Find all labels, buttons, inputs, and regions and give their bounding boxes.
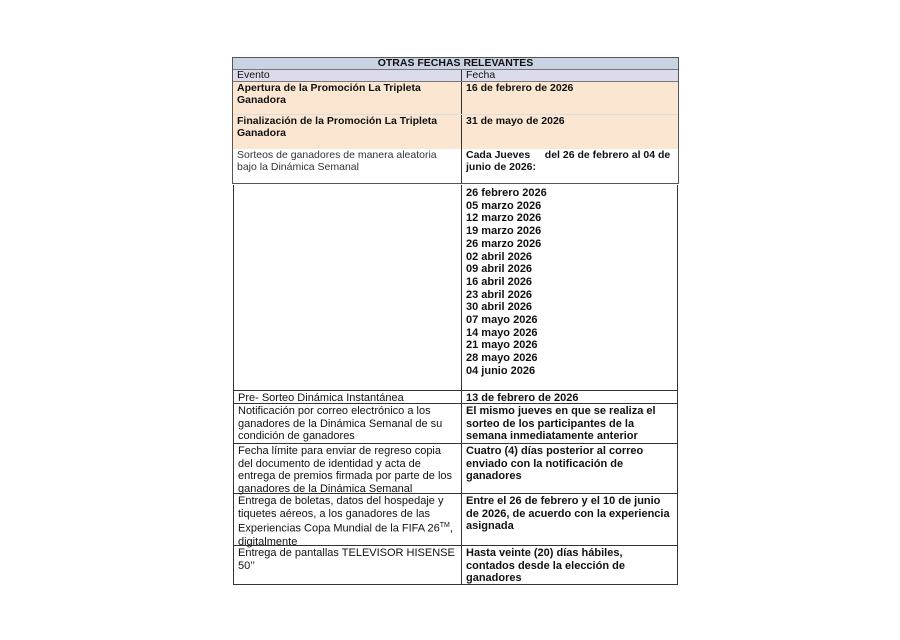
table-row: Entrega de boletas, datos del hospedaje …	[234, 493, 677, 548]
event-cell: Fecha límite para enviar de regreso copi…	[234, 444, 462, 495]
table-title: OTRAS FECHAS RELEVANTES	[233, 58, 678, 70]
date-cell: 31 de mayo de 2026	[466, 115, 565, 127]
date-cell: Hasta veinte (20) días hábiles, contados…	[466, 547, 625, 585]
table-row: Apertura de la Promoción La Tripleta Gan…	[233, 82, 678, 115]
weekly-dates-list: 26 febrero 2026 05 marzo 2026 12 marzo 202…	[462, 185, 677, 390]
date-cell: 13 de febrero de 2026	[466, 392, 579, 404]
event-cell: Finalización de la Promoción La Tripleta…	[233, 115, 462, 149]
weekly-date: 05 marzo 2026	[466, 199, 542, 212]
date-cell: Cada Jueves del 26 de febrero al 04 de j…	[466, 149, 674, 173]
event-cell: Entrega de pantallas TELEVISOR HISENSE 5…	[234, 546, 462, 584]
weekly-date: 19 marzo 2026	[466, 225, 542, 238]
event-cell: Apertura de la Promoción La Tripleta Gan…	[233, 82, 462, 114]
weekly-date: 21 mayo 2026	[466, 339, 538, 352]
date-cell: 16 de febrero de 2026	[466, 82, 574, 94]
table-row: Fecha límite para enviar de regreso copi…	[234, 443, 677, 495]
weekly-dates-row: 26 febrero 2026 05 marzo 2026 12 marzo 202…	[234, 185, 677, 390]
header-row: Evento Fecha	[233, 70, 678, 82]
weekly-date: 12 marzo 2026	[466, 212, 542, 225]
header-event: Evento	[233, 70, 462, 81]
weekly-date: 16 abril 2026	[466, 275, 533, 288]
table-row: Sorteos de ganadores de manera aleatoria…	[233, 149, 678, 183]
trademark-sup: TM	[439, 522, 450, 530]
date-cell: Entre el 26 de febrero y el 10 de junio …	[466, 495, 670, 533]
dates-table-continued: 26 febrero 2026 05 marzo 2026 12 marzo 202…	[233, 185, 678, 585]
weekly-date: 07 mayo 2026	[466, 314, 538, 327]
table-row: Finalización de la Promoción La Tripleta…	[233, 115, 678, 149]
date-cell: Cuatro (4) días posterior al correo envi…	[466, 445, 644, 483]
weekly-date: 30 abril 2026	[466, 301, 533, 314]
weekly-date: 14 mayo 2026	[466, 326, 538, 339]
table-row: Pre- Sorteo Dinámica Instantánea 13 de f…	[234, 390, 677, 404]
header-date: Fecha	[466, 69, 496, 81]
weekly-date: 26 febrero 2026	[466, 187, 547, 199]
table-row: Entrega de pantallas TELEVISOR HISENSE 5…	[234, 545, 677, 584]
event-cell: Notificación por correo electrónico a lo…	[234, 404, 462, 443]
weekly-date: 09 abril 2026	[466, 263, 533, 276]
relevant-dates-table: OTRAS FECHAS RELEVANTES Evento Fecha Ape…	[232, 57, 679, 184]
weekly-date: 23 abril 2026	[466, 288, 533, 301]
weekly-date: 04 junio 2026	[466, 364, 536, 377]
table-row: Notificación por correo electrónico a lo…	[234, 403, 677, 443]
date-cell: El mismo jueves en que se realiza el sor…	[466, 405, 656, 443]
event-text: Entrega de boletas, datos del hospedaje …	[238, 495, 444, 536]
weekly-date: 28 mayo 2026	[466, 352, 538, 365]
event-cell: Sorteos de ganadores de manera aleatoria…	[233, 149, 462, 183]
event-cell: Pre- Sorteo Dinámica Instantánea	[234, 391, 462, 404]
event-text-tail: , digitalmente	[238, 523, 453, 548]
weekly-date: 26 marzo 2026	[466, 237, 542, 250]
event-cell	[234, 185, 462, 390]
event-cell: Entrega de boletas, datos del hospedaje …	[234, 494, 462, 548]
weekly-date: 02 abril 2026	[466, 250, 533, 263]
